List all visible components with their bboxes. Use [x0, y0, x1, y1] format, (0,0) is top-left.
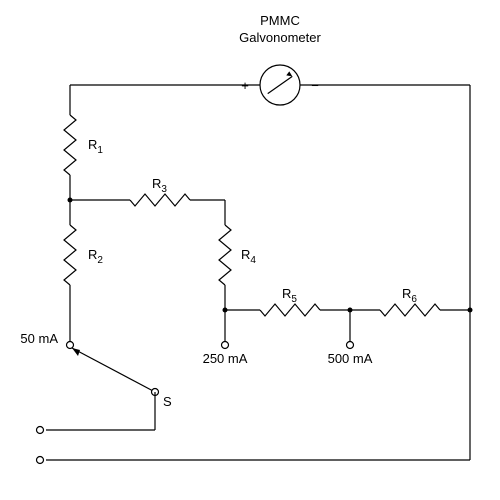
label-R4: R4 [241, 247, 256, 266]
switch-arm [72, 348, 155, 392]
label-R2: R2 [88, 247, 103, 266]
tap-50ma: 50 mA [20, 331, 58, 346]
label-R6: R6 [402, 286, 417, 305]
label-R1: R1 [88, 137, 103, 156]
label-R5: R5 [282, 286, 297, 305]
switch-label: S [163, 394, 172, 409]
label-R3: R3 [152, 176, 167, 195]
title-line2: Galvonometer [239, 30, 321, 45]
tap-500ma: 500 mA [328, 351, 373, 366]
title-line1: PMMC [260, 13, 300, 28]
tap-250ma: 250 mA [203, 351, 248, 366]
